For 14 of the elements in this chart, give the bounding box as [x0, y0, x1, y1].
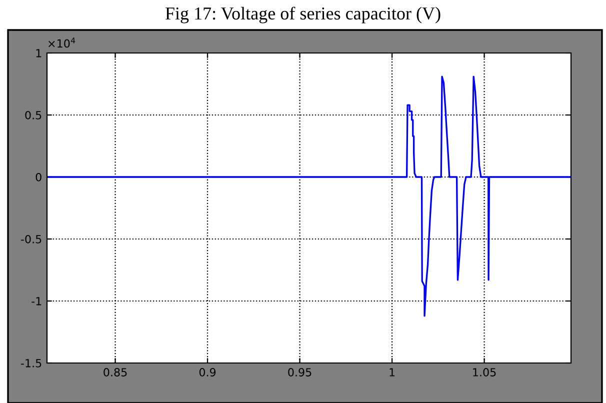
y-tick-label: 0.5: [25, 110, 42, 120]
chart-title: Fig 17: Voltage of series capacitor (V): [165, 6, 440, 24]
x-tick-label: 0.85: [104, 368, 127, 376]
x-tick-label: 0.95: [288, 368, 312, 376]
x-tick-label: 1: [390, 368, 395, 376]
x-tick-label: 0.9: [199, 368, 216, 376]
y-tick-label: -1: [32, 297, 42, 306]
y-tick-label: -0.5: [21, 234, 42, 244]
y-tick-label: -1.5: [21, 359, 42, 368]
text: ×10$^{4}$: [48, 38, 76, 48]
y-tick-label: 1: [36, 49, 42, 58]
x-tick-label: 1.05: [473, 368, 496, 376]
y-tick-label: 0: [36, 172, 42, 182]
line-series: [47, 76, 571, 317]
